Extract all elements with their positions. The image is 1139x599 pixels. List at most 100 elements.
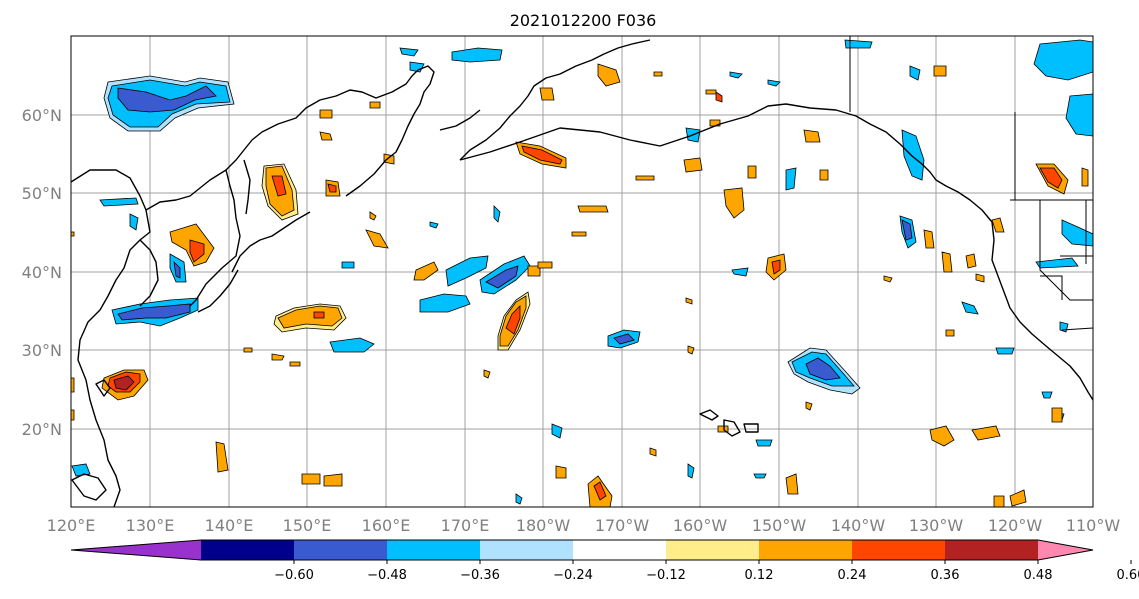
anomaly-region [1033,39,1093,81]
anomaly-region [341,261,355,269]
anomaly-region [805,357,841,381]
colorbar-swatch [759,540,853,560]
anomaly-region [1051,407,1063,423]
anomaly-region [723,187,745,219]
anomaly-region [819,169,829,181]
lat-label: 40°N [22,263,62,282]
lon-label: 140°E [205,516,254,535]
anomaly-region [537,261,553,269]
anomaly-region [99,197,139,207]
anomaly-region [731,267,749,277]
anomaly-region [571,231,587,237]
map-title: 2021012200 F036 [510,11,657,30]
anomaly-region [755,439,773,447]
anomaly-region [653,71,663,77]
anomaly-region [923,229,935,249]
lon-label: 140°W [831,516,886,535]
anomaly-region [383,153,395,165]
anomaly-region [521,145,563,165]
anomaly-region [1081,167,1089,187]
positive-anomalies [71,63,1089,507]
lon-label: 170°W [595,516,650,535]
anomaly-region [323,473,343,487]
anomaly-region [215,441,229,473]
anomaly-region [705,89,717,95]
anomaly-region [399,47,419,57]
colorbar-swatch [201,540,295,560]
anomaly-region [555,465,567,479]
anomaly-region [1065,93,1093,137]
colorbar-tick-label: −0.48 [367,568,407,583]
anomaly-region [991,217,1005,233]
anomaly-region [277,305,343,329]
colorbar-swatch [852,540,946,560]
anomaly-region [593,481,607,501]
anomaly-region [117,303,191,321]
anomaly-region [539,87,555,101]
anomaly-region [1039,167,1063,189]
anomaly-region [975,273,985,283]
anomaly-region [289,361,301,367]
anomaly-region [485,265,519,289]
lon-label: 150°W [752,516,807,535]
anomaly-region [493,205,501,223]
latitude-axis: 60°N 50°N 40°N 30°N 20°N [22,106,62,439]
anomaly-region [413,261,439,281]
colorbar-tick-label: −0.12 [646,568,686,583]
lat-label: 50°N [22,184,62,203]
anomaly-region [71,463,91,477]
colorbar-tick-label: −0.60 [274,568,314,583]
longitude-axis: 120°E 130°E 140°E 150°E 160°E 170°E 180°… [47,516,1121,535]
anomaly-region [995,347,1015,355]
anomaly-region [685,297,693,305]
anomaly-region [901,219,913,241]
anomaly-region [597,63,621,87]
anomaly-region [635,175,655,181]
anomaly-region [883,275,893,283]
colorbar-swatch [945,540,1039,560]
anomaly-region [767,79,781,87]
lon-label: 130°E [126,516,175,535]
lat-label: 60°N [22,106,62,125]
anomaly-region [301,473,321,485]
anomaly-region [909,65,921,81]
anomaly-region [1035,257,1079,269]
colorbar-swatch [666,540,760,560]
colorbar-extension-low [71,540,201,560]
anomaly-region [329,337,375,353]
lat-label: 20°N [22,420,62,439]
lon-label: 160°E [362,516,411,535]
lon-label: 180°W [516,516,571,535]
anomaly-region [71,377,75,393]
lon-label: 130°W [909,516,964,535]
colorbar-swatch [294,540,388,560]
anomaly-region [929,425,955,447]
colorbar-outline [70,539,1094,561]
anomaly-region [687,345,695,355]
anomaly-region [327,183,337,193]
anomaly-region [805,401,813,411]
anomaly-region [173,260,181,279]
anomaly-region [1061,219,1093,247]
anomaly-region [271,175,287,197]
anomaly-region [649,447,657,457]
colorbar-swatch [480,540,574,560]
anomaly-region [1041,391,1053,399]
anomaly-region [785,473,799,495]
anomaly-region [117,85,217,113]
lon-label: 120°E [47,516,96,535]
lon-label: 150°E [283,516,332,535]
anomaly-region [419,293,471,313]
anomaly-region [483,369,491,379]
lon-label: 160°W [673,516,728,535]
lat-label: 30°N [22,341,62,360]
anomaly-region [527,265,541,277]
anomaly-region [129,213,139,231]
anomaly-region [551,423,563,439]
anomaly-region [785,167,797,191]
anomaly-region [71,231,75,237]
colorbar-swatch [387,540,481,560]
anomaly-region [771,259,781,275]
lon-label: 120°W [988,516,1043,535]
negative-anomalies [71,39,1093,505]
